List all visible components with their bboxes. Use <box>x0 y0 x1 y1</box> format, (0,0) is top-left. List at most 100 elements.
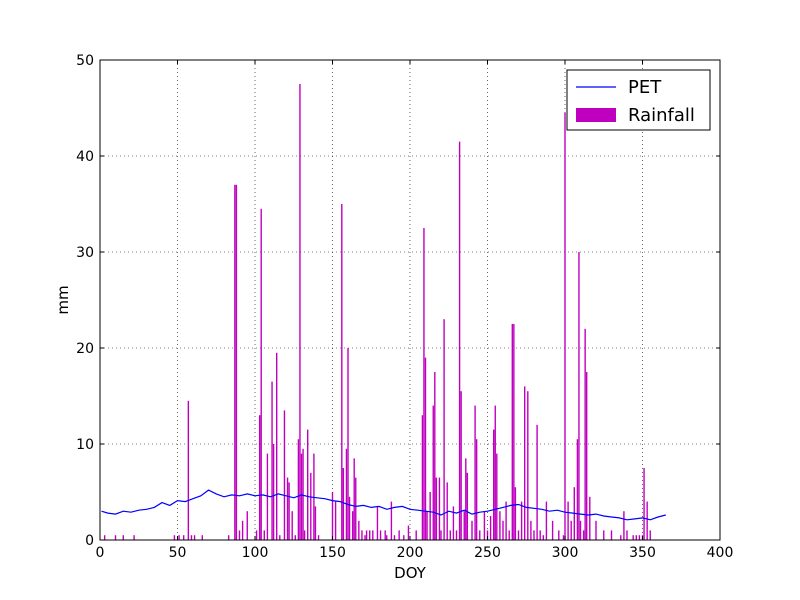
rainfall-bar <box>508 530 510 540</box>
rainfall-bar <box>489 516 492 540</box>
rainfall-bars <box>103 84 651 541</box>
rainfall-bar <box>579 520 582 540</box>
rainfall-bar <box>390 501 393 540</box>
rainfall-bar <box>471 520 473 540</box>
rainfall-bar <box>372 530 374 540</box>
rainfall-bar <box>258 415 261 540</box>
rainfall-bar <box>595 520 597 540</box>
rainfall-bar <box>443 319 445 540</box>
rainfall-bar <box>334 501 337 540</box>
rainfall-bar <box>358 520 360 540</box>
y-tick-label: 30 <box>76 245 94 261</box>
rainfall-bar <box>558 530 560 540</box>
rainfall-bar <box>438 477 441 540</box>
y-tick-label: 40 <box>76 149 94 165</box>
x-tick-label: 0 <box>96 545 105 561</box>
rainfall-bar <box>286 477 289 540</box>
rainfall-bar <box>384 530 386 540</box>
legend-rainfall-label: Rainfall <box>628 105 695 126</box>
rainfall-bar <box>449 530 451 540</box>
rainfall-bar <box>452 506 455 540</box>
y-tick-label: 50 <box>76 53 94 69</box>
rainfall-bar <box>317 535 320 540</box>
rainfall-bar <box>393 535 396 540</box>
rainfall-bar <box>302 448 304 540</box>
x-tick-label: 250 <box>474 545 501 561</box>
rainfall-bar <box>576 439 579 540</box>
rainfall-bar <box>524 386 526 540</box>
x-tick-label: 100 <box>242 545 269 561</box>
rainfall-bar <box>398 530 400 540</box>
rainfall-bar <box>530 520 532 540</box>
rainfall-bar <box>415 530 417 540</box>
rainfall-bar <box>227 535 230 540</box>
rainfall-bar <box>623 511 625 540</box>
rainfall-bar <box>446 482 448 540</box>
rainfall-bar <box>190 535 193 540</box>
rainfall-bar <box>187 400 190 540</box>
rainfall-bar <box>361 530 363 540</box>
rainfall-bar <box>365 530 368 540</box>
x-axis-label: DOY <box>394 564 427 582</box>
rainfall-bar <box>193 535 196 540</box>
rainfall-bar <box>351 511 354 540</box>
rainfall-bar <box>643 468 645 540</box>
rainfall-bar <box>466 472 469 540</box>
rainfall-bar <box>649 530 651 540</box>
rainfall-bar <box>483 511 486 540</box>
rainfall-bar <box>291 511 293 540</box>
rainfall-bar <box>533 530 535 540</box>
rainfall-bar <box>272 444 275 540</box>
legend: PET Rainfall <box>566 69 711 131</box>
rainfall-bar <box>283 410 286 540</box>
rainfall-bar <box>520 501 523 540</box>
rainfall-bar <box>386 535 388 540</box>
rainfall-bar <box>514 487 517 540</box>
rainfall-bar <box>342 468 345 540</box>
rainfall-bar <box>235 184 238 541</box>
rainfall-bar <box>271 381 273 540</box>
rainfall-bar <box>238 530 241 540</box>
rainfall-bar <box>479 530 481 540</box>
rainfall-bar <box>379 530 382 540</box>
rainfall-bar <box>173 535 176 540</box>
rainfall-bar <box>536 424 538 540</box>
rainfall-bar <box>527 391 529 540</box>
rainfall-bar <box>539 530 541 540</box>
y-axis-label: mm <box>54 285 72 314</box>
rainfall-bar <box>297 439 300 540</box>
rainfall-bar <box>432 405 434 540</box>
x-tick-label: 150 <box>319 545 346 561</box>
rainfall-bar <box>260 208 262 541</box>
rainfall-bar <box>460 391 462 540</box>
rainfall-bar <box>502 520 504 540</box>
rainfall-bar <box>499 511 501 540</box>
rainfall-bar <box>578 252 580 540</box>
rainfall-bar <box>505 501 507 540</box>
rainfall-bar <box>440 530 442 540</box>
rainfall-bar <box>288 482 290 540</box>
rainfall-bar <box>586 372 588 540</box>
rainfall-bar <box>493 429 495 540</box>
rainfall-bar <box>496 453 498 540</box>
rainfall-bar <box>294 535 296 540</box>
rainfall-bar <box>638 535 641 540</box>
rainfall-bar <box>178 535 180 540</box>
y-tick-label: 20 <box>76 341 94 357</box>
rainfall-bar <box>423 228 425 540</box>
rainfall-bar <box>331 492 334 540</box>
pet-line <box>101 489 666 521</box>
rainfall-bar <box>403 535 405 540</box>
rainfall-bar <box>122 535 124 540</box>
x-tick-label: 50 <box>169 545 187 561</box>
legend-rainfall-swatch <box>576 108 616 122</box>
rainfall-bar <box>345 448 348 540</box>
rainfall-bar <box>626 530 628 540</box>
x-tick-label: 200 <box>397 545 424 561</box>
rainfall-bar <box>435 477 438 540</box>
rainfall-bar <box>570 520 572 540</box>
rainfall-bar <box>542 535 544 540</box>
rainfall-bar <box>421 415 424 540</box>
rainfall-bar <box>582 530 585 540</box>
rainfall-bar <box>475 439 478 540</box>
